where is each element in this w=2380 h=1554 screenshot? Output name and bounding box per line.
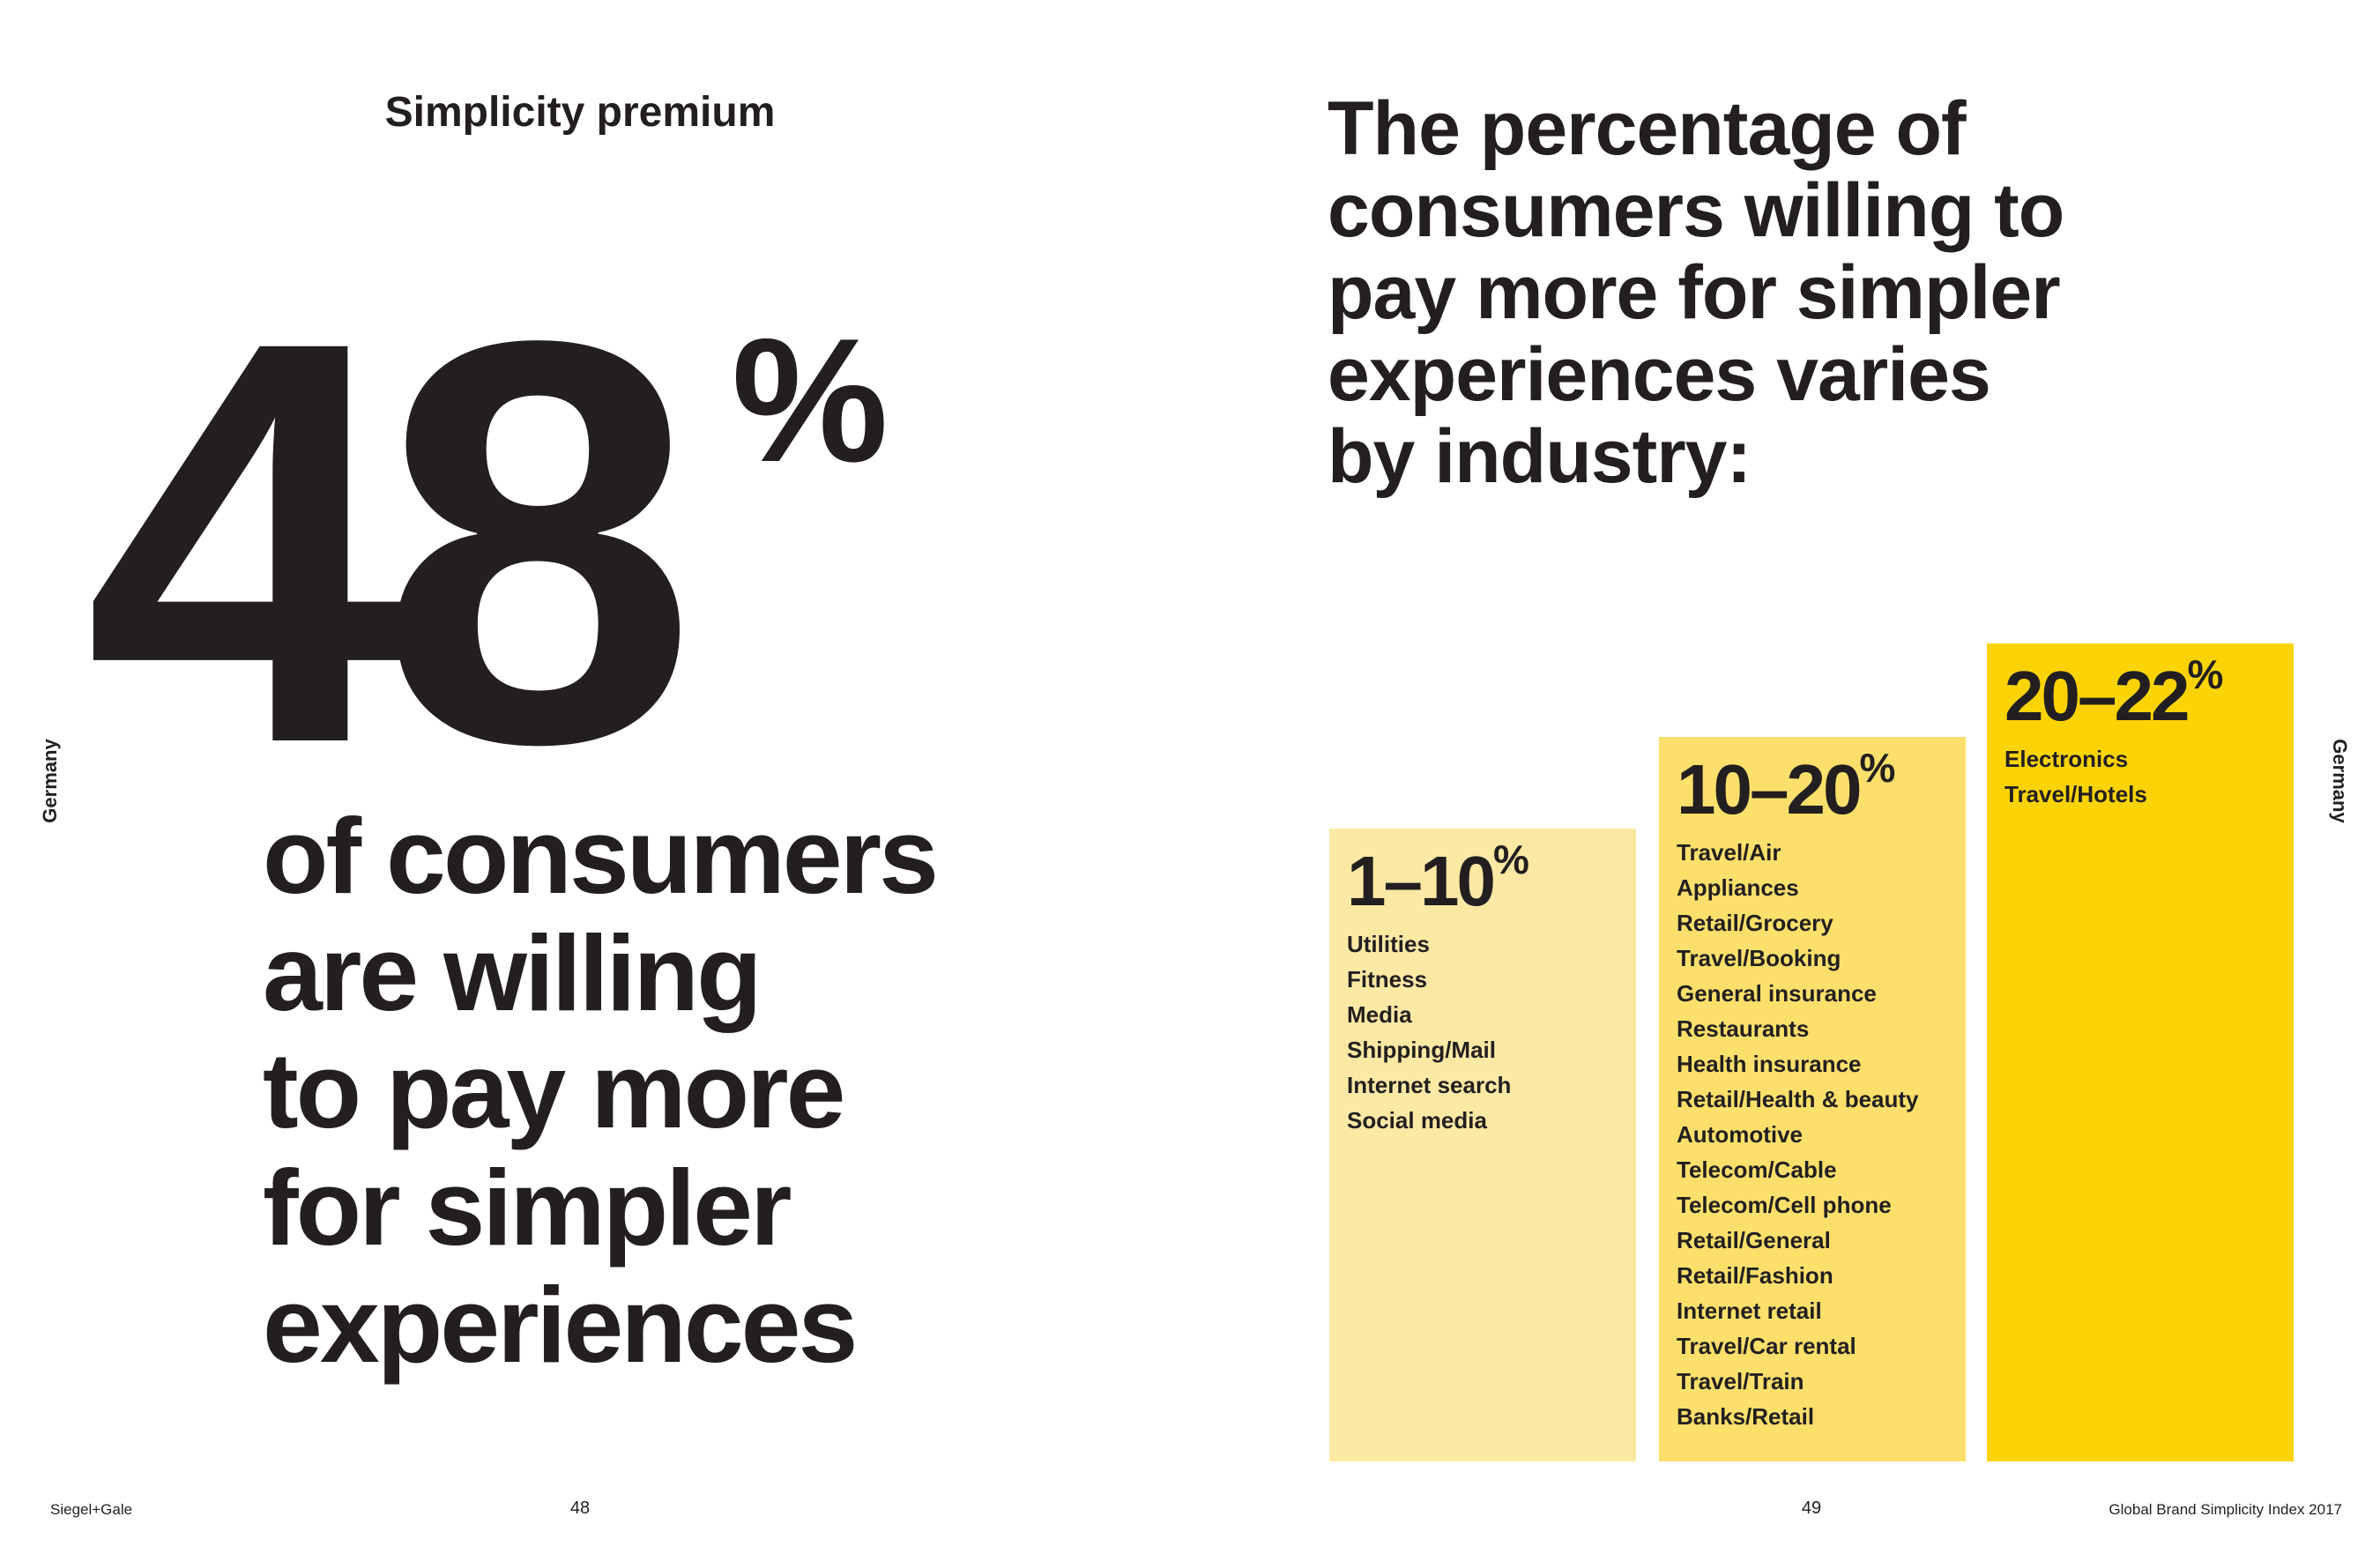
industry-list: Travel/Air Appliances Retail/Grocery Travel… (1677, 835, 1919, 1434)
tier-block: 1–10% Utilities Fitness Media Shipping/Mail I… (1329, 829, 1636, 1461)
industry: Electronics (2004, 746, 2129, 772)
tier-unit: % (1859, 745, 1896, 791)
statement: of consumers are willing to pay more for si… (263, 796, 939, 1385)
industry: Shipping/Mail (1347, 1037, 1496, 1063)
industry: Automotive (1677, 1121, 1803, 1148)
title-line: pay more for simpler (1328, 250, 2061, 335)
industry: Fitness (1347, 966, 1428, 993)
statement-line: of consumers (263, 796, 939, 916)
industry: Telecom/Cell phone (1677, 1192, 1892, 1218)
side-label: Germany (2329, 739, 2351, 823)
page-number: 49 (1801, 1498, 1822, 1518)
industry: Retail/Grocery (1677, 910, 1833, 936)
industry: Internet search (1347, 1072, 1512, 1098)
title-line: consumers willing to (1328, 168, 2064, 253)
industry: Retail/Health & beauty (1677, 1086, 1919, 1112)
industry: Utilities (1347, 931, 1430, 957)
big-unit: % (732, 302, 889, 499)
side-label: Germany (39, 739, 61, 823)
tier-unit: % (2187, 651, 2224, 697)
title-line: The percentage of (1328, 86, 1967, 171)
page-number: 48 (569, 1498, 591, 1518)
footer-title: Global Brand Simplicity Index 2017 (2109, 1501, 2342, 1518)
tier-unit: % (1492, 836, 1529, 882)
industry: Retail/Fashion (1677, 1262, 1833, 1289)
industry-list: Utilities Fitness Media Shipping/Mail Intern… (1347, 926, 1511, 1138)
industry: Restaurants (1677, 1015, 1810, 1042)
tier-block: 10–20% Travel/Air Appliances Retail/Grocery… (1659, 737, 1966, 1461)
tier-range: 20–22 (2004, 657, 2190, 735)
tier-heading: 10–20% (1677, 745, 1895, 830)
statement-line: for simpler (263, 1148, 792, 1268)
industry: Media (1347, 1001, 1412, 1028)
statement-line: to pay more (263, 1030, 845, 1150)
industry: Travel/Hotels (2004, 781, 2147, 807)
tier-heading: 1–10% (1347, 836, 1529, 922)
industry: Health insurance (1677, 1051, 1862, 1077)
industry: Travel/Booking (1677, 945, 1841, 971)
industry: Social media (1347, 1107, 1487, 1134)
industry: Internet retail (1677, 1297, 1822, 1324)
tier-range: 10–20 (1677, 750, 1862, 829)
title-line: by industry: (1328, 414, 1752, 499)
big-number: 48 (85, 222, 697, 862)
statement-line: experiences (263, 1265, 858, 1385)
footer-brand: Siegel+Gale (50, 1501, 133, 1518)
industry: Travel/Car rental (1677, 1333, 1856, 1359)
statement-line: are willing (263, 913, 762, 1033)
section-title: Simplicity premium (384, 89, 776, 136)
industry: Banks/Retail (1677, 1403, 1815, 1430)
industry: Retail/General (1677, 1227, 1831, 1253)
title-line: experiences varies (1328, 332, 1991, 417)
industry-list: Electronics Travel/Hotels (2004, 741, 2147, 812)
industry: Telecom/Cable (1677, 1156, 1837, 1183)
industry: Travel/Train (1677, 1368, 1804, 1394)
industry: Appliances (1677, 874, 1799, 901)
chart-title: The percentage of consumers willing to pay… (1328, 88, 2064, 498)
industry: Travel/Air (1677, 839, 1781, 866)
tier-heading: 20–22% (2004, 651, 2223, 737)
tier-range: 1–10 (1347, 842, 1496, 920)
industry: General insurance (1677, 980, 1877, 1007)
tier-block: 20–22% Electronics Travel/Hotels (1987, 643, 2294, 1461)
